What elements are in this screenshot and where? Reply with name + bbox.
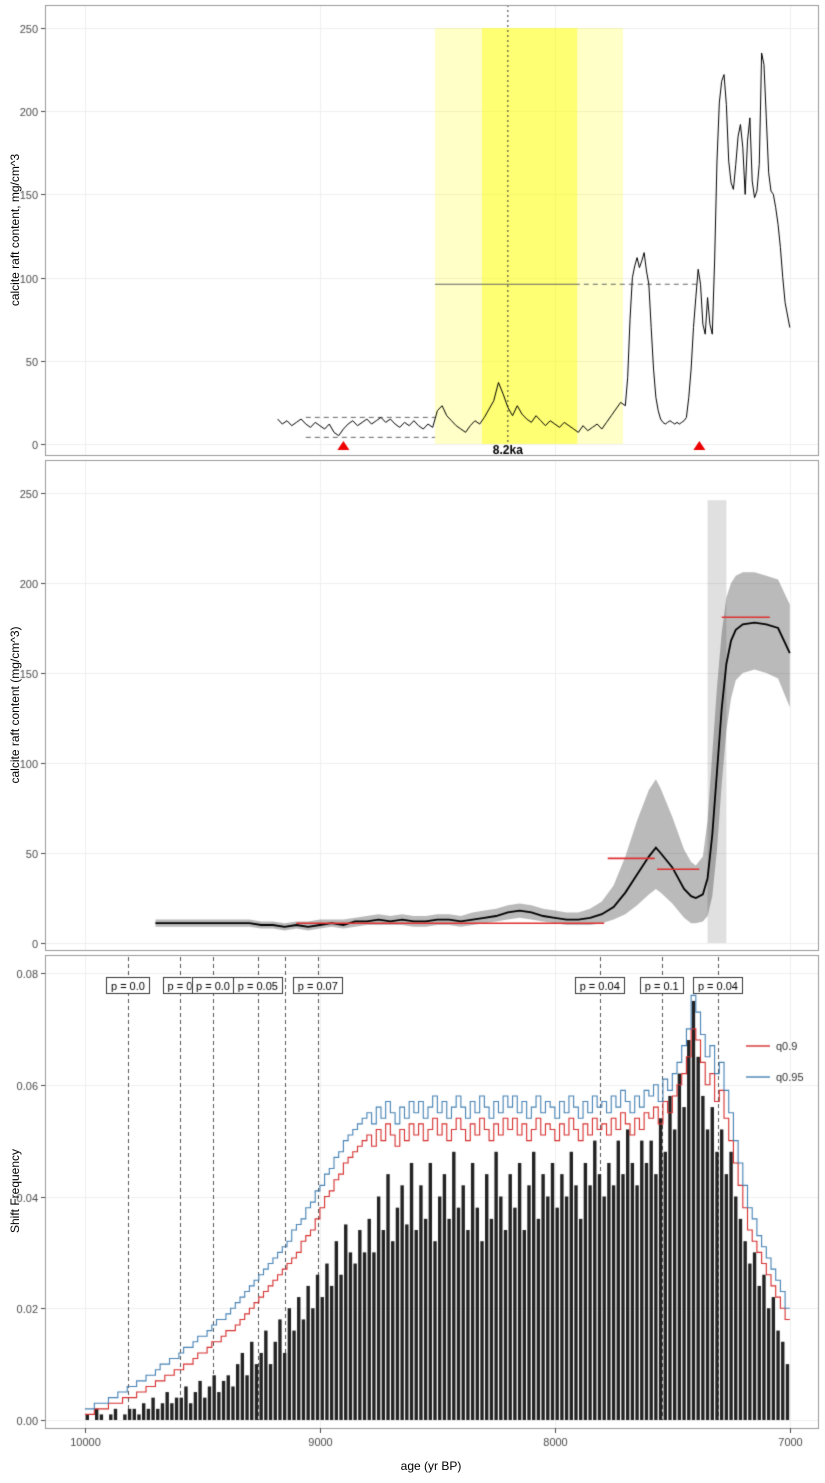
panel2-y-axis-title: calcite raft content (mg/cm^3) [8, 626, 22, 784]
x-axis-title: age (yr BP) [400, 1459, 462, 1473]
panel3-y-axis-title: Shift Frequency [8, 1148, 22, 1234]
panel1-y-axis-title: calcite raft content, mg/cm^3 [8, 153, 22, 307]
